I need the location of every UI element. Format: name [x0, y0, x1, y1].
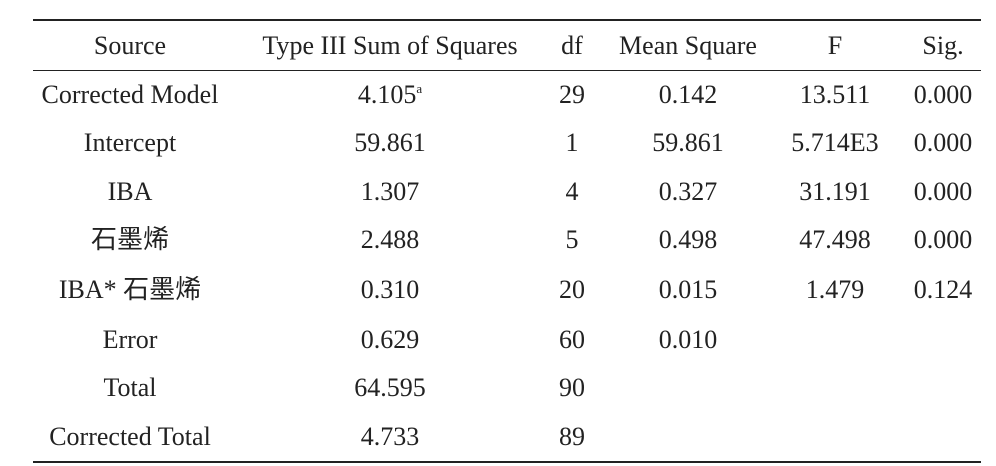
cell: 2.488 — [360, 225, 420, 254]
cell: 20 — [559, 275, 585, 304]
row-label: IBA* 石墨烯 — [58, 275, 202, 304]
header-cell: df — [561, 31, 583, 60]
cell: 5 — [565, 225, 579, 254]
row-label: 石墨烯 — [90, 225, 170, 254]
cell: 47.498 — [799, 225, 871, 254]
cell: 0.310 — [360, 275, 420, 304]
cell: 1 — [565, 128, 579, 157]
cell: 29 — [559, 80, 585, 109]
cell-value: 4.105 — [357, 80, 417, 109]
cell: 59.861 — [652, 128, 724, 157]
header-cell: Type III Sum of Squares — [262, 31, 518, 60]
cell: 64.595 — [354, 373, 426, 402]
cell: 0.000 — [913, 177, 973, 206]
cell: 31.191 — [799, 177, 871, 206]
cell: 4.105a — [358, 82, 422, 108]
bottom-rule — [33, 461, 981, 463]
header-cell: F — [827, 31, 843, 60]
cell: 0.124 — [913, 275, 973, 304]
row-label: Intercept — [83, 128, 177, 157]
cell: 0.498 — [658, 225, 718, 254]
cell: 60 — [559, 325, 585, 354]
row-label: IBA — [107, 177, 153, 206]
top-rule — [33, 19, 981, 21]
cell: 0.000 — [913, 80, 973, 109]
cell: 1.307 — [360, 177, 420, 206]
cell: 0.142 — [658, 80, 718, 109]
cell: 90 — [559, 373, 585, 402]
header-rule — [33, 70, 981, 71]
header-cell: Mean Square — [619, 31, 757, 60]
header-cell: Sig. — [922, 31, 964, 60]
cell: 0.015 — [658, 275, 718, 304]
cell: 4 — [565, 177, 579, 206]
cell: 59.861 — [354, 128, 426, 157]
cell: 0.327 — [658, 177, 718, 206]
cell: 5.714E3 — [791, 128, 879, 157]
cell: 89 — [559, 422, 585, 451]
cell: 0.000 — [913, 225, 973, 254]
row-label: Error — [102, 325, 158, 354]
header-cell: Source — [93, 31, 167, 60]
row-label: Total — [103, 373, 157, 402]
row-label: Corrected Model — [41, 80, 219, 109]
row-label: Corrected Total — [49, 422, 211, 451]
cell: 0.010 — [658, 325, 718, 354]
cell: 13.511 — [799, 80, 871, 109]
cell: 1.479 — [805, 275, 865, 304]
cell: 0.000 — [913, 128, 973, 157]
footnote-mark: a — [416, 81, 423, 96]
cell: 4.733 — [360, 422, 420, 451]
cell: 0.629 — [360, 325, 420, 354]
